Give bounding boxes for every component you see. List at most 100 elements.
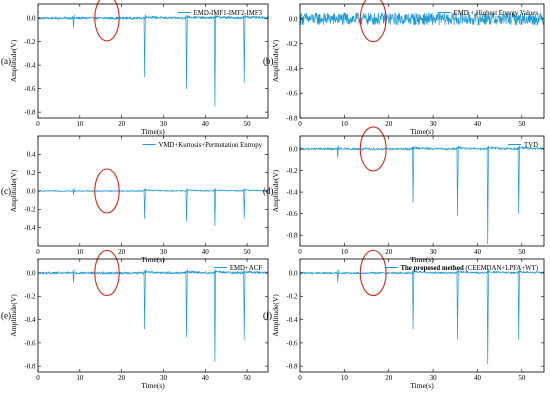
x-tick-label: 0 (298, 374, 302, 382)
x-tick-label: 20 (385, 374, 393, 382)
x-tick-label: 10 (341, 374, 349, 382)
y-tick-label: -0.8 (286, 114, 298, 122)
x-tick-label: 10 (341, 248, 349, 256)
x-tick-label: 40 (202, 374, 210, 382)
y-tick-label: 0.0 (289, 145, 298, 153)
y-axis-title: Amplitude(V) (271, 294, 280, 337)
y-axis-title: Amplitude(V) (9, 169, 18, 212)
signal-trace (38, 188, 268, 192)
signal-spike (336, 269, 339, 283)
y-tick-label: -0.4 (286, 316, 298, 324)
signal-trace (38, 270, 268, 275)
panel-label: (a) (1, 56, 11, 66)
y-tick-label: -0.6 (286, 339, 298, 347)
y-tick-label: -0.8 (24, 109, 36, 117)
x-tick-label: 30 (430, 248, 438, 256)
signal-spike (185, 188, 188, 222)
panel-e: 0 10 20 30 40 50 0.0 -0.2 -0.4 -0.6 -0.8 Time(s) Amp… (1, 249, 269, 390)
plot-frame (299, 135, 545, 247)
y-tick-label: -0.8 (24, 363, 36, 371)
x-tick-label: 40 (474, 120, 482, 128)
x-tick-label: 50 (518, 374, 526, 382)
x-tick-label: 30 (430, 374, 438, 382)
y-axis-title: Amplitude(V) (9, 39, 18, 82)
signal-spike (456, 145, 459, 217)
x-tick-label: 30 (160, 120, 168, 128)
x-tick-label: 40 (474, 248, 482, 256)
y-tick-label: -0.2 (24, 293, 36, 301)
x-tick-label: 30 (430, 120, 438, 128)
x-tick-label: 20 (118, 248, 126, 256)
x-tick-label: 50 (244, 374, 252, 382)
x-tick-label: 50 (244, 248, 252, 256)
y-tick-label: 0.0 (289, 15, 298, 23)
highlight-circle (94, 168, 120, 214)
panel-b: 0 10 20 30 40 50 0.0 -0.2 -0.4 -0.6 -0.8 Time(s) Amp… (263, 0, 545, 136)
signal-spike (185, 14, 188, 89)
signal-spike (486, 269, 489, 365)
highlight-circle (359, 126, 387, 172)
signal-spike (243, 188, 246, 219)
x-tick-label: 50 (244, 120, 252, 128)
y-axis-title: Amplitude(V) (9, 294, 18, 337)
y-tick-label: -0.2 (286, 167, 298, 175)
x-tick-label: 10 (76, 248, 84, 256)
signal-spike (143, 14, 146, 78)
y-tick-label: -0.4 (24, 62, 36, 70)
signal-spike (412, 145, 415, 204)
y-tick-label: 0.0 (27, 15, 36, 23)
x-tick-label: 40 (202, 120, 210, 128)
plot-frame (299, 258, 545, 373)
x-tick-label: 50 (518, 248, 526, 256)
y-tick-label: -0.4 (24, 224, 36, 232)
y-tick-label: 0.4 (27, 151, 36, 159)
plot-frame (299, 3, 545, 119)
x-tick-label: 20 (385, 120, 393, 128)
panel-a: 0 10 20 30 40 50 0.0 -0.2 -0.4 -0.6 -0.8 Time(s) Amp… (1, 0, 269, 136)
x-axis-title: Time(s) (141, 381, 165, 390)
signal-spike (517, 269, 520, 340)
x-tick-label: 0 (298, 248, 302, 256)
signal-spike (517, 145, 520, 214)
signal-spike (143, 188, 146, 219)
x-tick-label: 10 (341, 120, 349, 128)
y-tick-label: 0.0 (27, 269, 36, 277)
panel-label: (b) (263, 56, 274, 66)
x-axis-title: Time(s) (410, 127, 434, 136)
signal-spike (72, 14, 75, 28)
x-tick-label: 50 (518, 120, 526, 128)
signal-spike (486, 145, 489, 245)
legend-bold-part: The proposed method (400, 265, 464, 272)
legend-label: EMD-IMF1-IMF2-IMF3 (194, 10, 263, 17)
highlight-circle (359, 249, 387, 297)
signal-spike (213, 14, 217, 107)
y-tick-label: -0.6 (24, 85, 36, 93)
highlight-circle (359, 0, 387, 43)
x-tick-label: 0 (36, 374, 40, 382)
y-tick-label: -0.4 (286, 65, 298, 73)
y-tick-label: -0.6 (24, 339, 36, 347)
legend-label: TVD (524, 142, 538, 149)
x-tick-label: 40 (202, 248, 210, 256)
y-tick-label: -0.4 (286, 188, 298, 196)
x-tick-label: 20 (118, 120, 126, 128)
highlight-circle (94, 0, 120, 42)
signal-spike (143, 269, 146, 330)
x-tick-label: 10 (76, 120, 84, 128)
signal-spike (243, 14, 246, 84)
panel-d: 0 10 20 30 40 50 0.0 -0.2 -0.4 -0.6 -0.8 Time(s) Amp… (263, 126, 545, 264)
y-tick-label: -0.2 (286, 40, 298, 48)
plot-frame (37, 258, 269, 373)
y-tick-label: 0.0 (289, 269, 298, 277)
y-axis-title: Amplitude(V) (271, 39, 280, 82)
signal-spike (72, 269, 75, 283)
legend-label: VMD+Kurtosis+Permutation Entropy (159, 142, 263, 149)
x-tick-label: 10 (76, 374, 84, 382)
signal-trace (300, 12, 544, 26)
x-tick-label: 30 (160, 374, 168, 382)
panel-f: 0 10 20 30 40 50 0.0 -0.2 -0.4 -0.6 -0.8 Time(s) Amp… (263, 249, 545, 390)
legend-label: EMD+ACF (230, 265, 262, 272)
y-tick-label: -0.8 (286, 363, 298, 371)
legend-suffix: (CEEMDAN+LPFA+WT) (464, 265, 538, 272)
